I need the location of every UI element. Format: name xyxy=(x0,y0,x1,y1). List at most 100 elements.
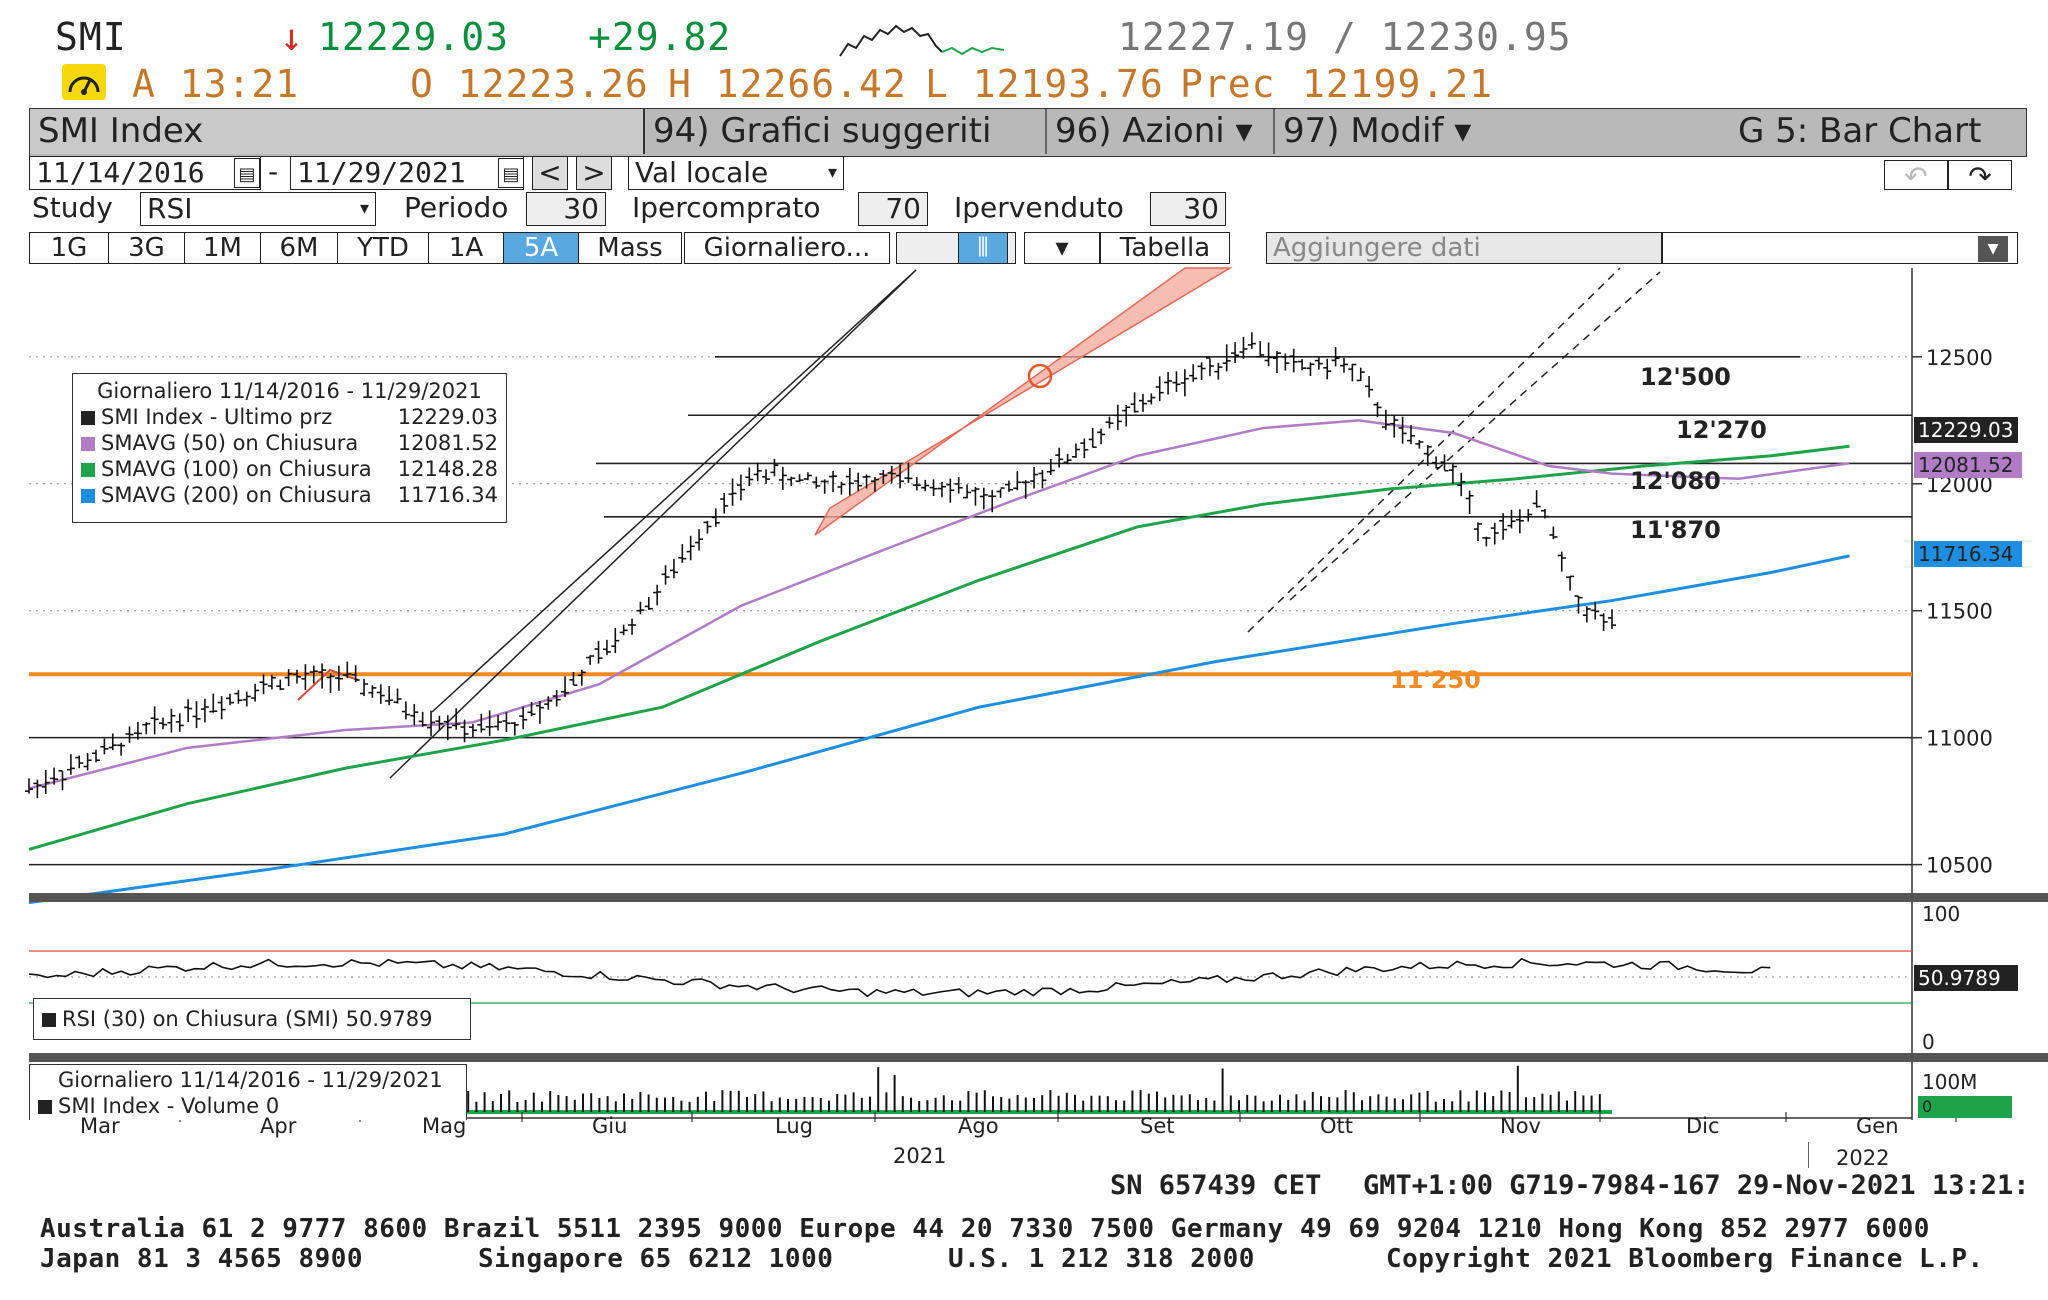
legend-swatch xyxy=(81,489,95,503)
suggested-charts-button[interactable]: 94) Grafici suggeriti xyxy=(653,111,992,151)
ticker: SMI xyxy=(55,15,127,59)
month-label: Gen xyxy=(1856,1114,1899,1138)
study-select[interactable]: RSI ▾ xyxy=(140,192,376,226)
year-label: 2022 xyxy=(1836,1146,1890,1170)
footer-copyright: Copyright 2021 Bloomberg Finance L.P. xyxy=(1386,1244,1984,1274)
sparkline-icon xyxy=(839,24,1005,57)
level-label: 11'870 xyxy=(1630,516,1721,544)
y-tick-label: 12500 xyxy=(1926,346,1993,370)
legend-swatch xyxy=(42,1013,56,1027)
high-value: H 12266.42 xyxy=(668,62,907,106)
bid-ask: 12227.19 / 12230.95 xyxy=(1118,15,1572,59)
end-date-field[interactable]: 11/29/2021 xyxy=(290,156,524,190)
redo-icon[interactable]: ↷ xyxy=(1948,160,2012,193)
edit-menu[interactable]: 97) Modif ▾ xyxy=(1273,109,1488,154)
footer-japan: Japan 81 3 4565 8900 xyxy=(40,1244,364,1274)
legend-title: Giornaliero 11/14/2016 - 11/29/2021 xyxy=(97,379,482,403)
last-price: 12229.03 xyxy=(318,15,510,59)
add-data-dropdown[interactable] xyxy=(1662,232,2018,264)
table-button[interactable]: Tabella xyxy=(1100,232,1230,264)
open-value: O 12223.26 xyxy=(410,62,649,106)
rsi-legend: RSI (30) on Chiusura (SMI) 50.9789 xyxy=(33,998,471,1040)
month-label: Lug xyxy=(775,1114,813,1138)
prev-period-icon[interactable]: < xyxy=(532,156,568,190)
timestamp: GMT+1:00 G719-7984-167 29-Nov-2021 13:21… xyxy=(1363,1170,2030,1201)
chevron-down-icon: ▾ xyxy=(359,198,369,219)
study-label: Study xyxy=(32,191,113,224)
period-input[interactable]: 30 xyxy=(526,192,606,226)
oversold-input[interactable]: 30 xyxy=(1150,192,1226,226)
footer-singapore: Singapore 65 6212 1000 xyxy=(478,1244,834,1274)
overbought-label: Ipercomprato xyxy=(632,191,821,224)
sma50-tag: 12081.52 xyxy=(1914,452,2022,478)
period-label: Periodo xyxy=(404,191,509,224)
legend-entry: SMAVG (100) on Chiusura 12148.28 xyxy=(81,456,498,482)
chevron-down-icon[interactable]: ▼ xyxy=(1978,236,2008,262)
year-divider xyxy=(1808,1142,1809,1168)
chevron-down-icon: ▾ xyxy=(827,162,837,183)
range-max-tab[interactable]: Mass xyxy=(578,232,682,264)
month-label: Mag xyxy=(422,1114,467,1138)
add-data-input[interactable]: Aggiungere dati xyxy=(1266,232,1662,264)
oversold-label: Ipervenduto xyxy=(954,191,1124,224)
sma200-tag: 11716.34 xyxy=(1914,541,2022,567)
range-1a-tab[interactable]: 1A xyxy=(428,232,504,264)
rsi-tick: 0 xyxy=(1922,1030,1935,1054)
month-label: Giu xyxy=(592,1114,628,1138)
level-label: 12'500 xyxy=(1640,363,1731,391)
security-field[interactable]: SMI Index xyxy=(30,109,645,154)
range-5a-tab[interactable]: 5A xyxy=(503,232,579,264)
calendar-icon[interactable]: ▤ xyxy=(498,158,524,188)
bar-style-icon[interactable]: ⫴ xyxy=(958,232,1008,264)
year-label: 2021 xyxy=(893,1144,947,1168)
level-label: 12'080 xyxy=(1630,467,1721,495)
chart-legend: Giornaliero 11/14/2016 - 11/29/2021 SMI … xyxy=(72,373,507,523)
y-tick-label: 10500 xyxy=(1926,854,1993,878)
chart-name: G 5: Bar Chart xyxy=(1738,111,1982,151)
legend-swatch xyxy=(81,437,95,451)
time-label: A 13:21 xyxy=(132,62,300,106)
range-6m-tab[interactable]: 6M xyxy=(260,232,338,264)
range-3g-tab[interactable]: 3G xyxy=(108,232,185,264)
legend-entry: SMI Index - Ultimo prz 12229.03 xyxy=(81,404,498,430)
legend-entry: SMAVG (200) on Chiusura 11716.34 xyxy=(81,482,498,508)
month-label: Ott xyxy=(1320,1114,1353,1138)
month-label: Nov xyxy=(1500,1114,1541,1138)
frequency-select[interactable]: Giornaliero... xyxy=(684,232,890,264)
prev-label: Prec xyxy=(1180,62,1276,106)
clock-icon xyxy=(62,64,106,100)
actions-menu[interactable]: 96) Azioni ▾ xyxy=(1045,109,1273,154)
function-bar: SMI Index 94) Grafici suggeriti 96) Azio… xyxy=(29,108,2027,157)
last-price-tag: 12229.03 xyxy=(1914,417,2018,443)
overbought-input[interactable]: 70 xyxy=(858,192,928,226)
volume-zero-tag: 0 xyxy=(1918,1096,2012,1118)
month-label: Apr xyxy=(260,1114,297,1138)
legend-swatch xyxy=(81,463,95,477)
calendar-icon[interactable]: ▤ xyxy=(234,158,260,188)
undo-icon[interactable]: ↶ xyxy=(1884,160,1948,193)
legend-entry: SMAVG (50) on Chiusura 12081.52 xyxy=(81,430,498,456)
rsi-value-tag: 50.9789 xyxy=(1914,965,2018,991)
month-label: Dic xyxy=(1686,1114,1720,1138)
y-tick-label: 11000 xyxy=(1926,727,1993,751)
volume-legend-title: Giornaliero 11/14/2016 - 11/29/2021 xyxy=(58,1068,443,1092)
month-label: Set xyxy=(1140,1114,1175,1138)
month-label: Mar xyxy=(80,1114,120,1138)
volume-legend: Giornaliero 11/14/2016 - 11/29/2021 SMI … xyxy=(29,1064,467,1120)
down-arrow-icon: ↓ xyxy=(280,15,304,59)
range-ytd-tab[interactable]: YTD xyxy=(337,232,429,264)
month-label: Ago xyxy=(958,1114,999,1138)
footer-contacts-1: Australia 61 2 9777 8600 Brazil 5511 239… xyxy=(40,1214,1930,1244)
prev-value: 12199.21 xyxy=(1302,62,1494,106)
session-id: SN 657439 CET xyxy=(1110,1170,1322,1201)
level-label: 12'270 xyxy=(1676,416,1767,444)
next-period-icon[interactable]: > xyxy=(576,156,612,190)
volume-tick: 100M xyxy=(1922,1070,1978,1094)
legend-swatch xyxy=(38,1100,52,1114)
price-change: +29.82 xyxy=(588,15,732,59)
currency-select[interactable]: Val locale ▾ xyxy=(628,156,844,190)
start-date-field[interactable]: 11/14/2016 xyxy=(29,156,261,190)
chevron-down-icon[interactable]: ▾ xyxy=(1024,232,1100,264)
rsi-tick: 100 xyxy=(1922,902,1961,926)
range-1g-tab[interactable]: 1G xyxy=(29,232,109,264)
